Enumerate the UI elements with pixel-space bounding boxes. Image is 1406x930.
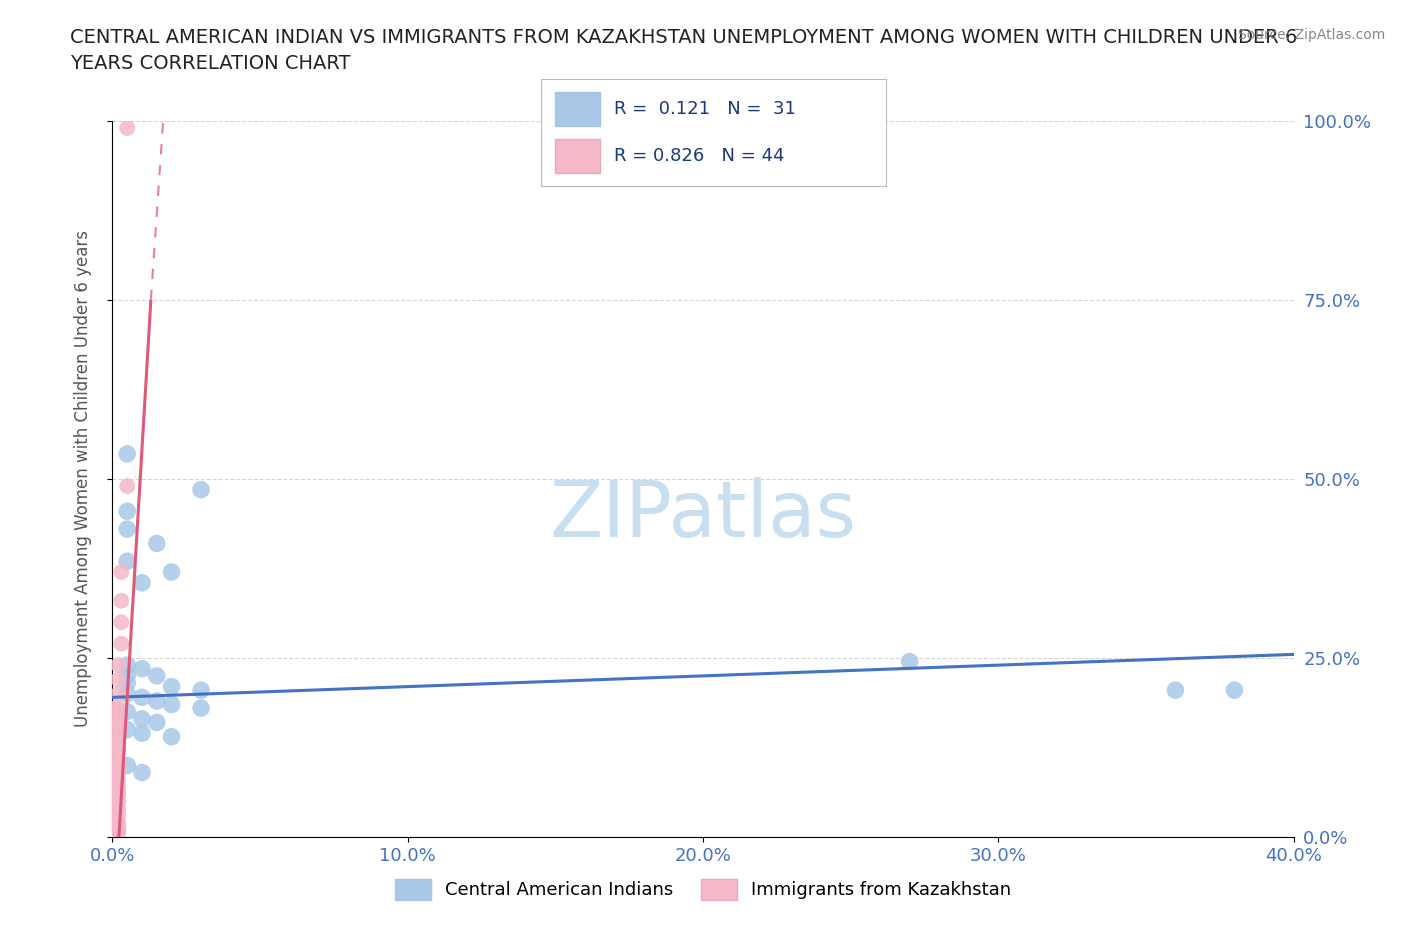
Point [117,675,138,690]
Point [104,722,127,737]
Point [117,669,138,684]
Point [110,593,132,608]
Point [104,826,127,841]
Point [160,729,183,744]
Point [117,522,138,537]
Y-axis label: Unemployment Among Women with Children Under 6 years: Unemployment Among Women with Children U… [73,231,91,727]
FancyBboxPatch shape [555,92,600,126]
Point [104,772,127,787]
Point [104,715,127,730]
Point [104,801,127,816]
Point [104,822,127,837]
Point [107,758,129,773]
Point [107,822,129,837]
Point [146,669,169,684]
Point [117,686,138,701]
Point [107,779,129,794]
Point [160,679,183,694]
Point [131,711,153,726]
Point [146,715,169,730]
Point [117,504,138,519]
Point [160,698,183,712]
Point [107,765,129,780]
Point [107,672,129,687]
Point [117,479,138,494]
Point [117,446,138,461]
Point [107,801,129,816]
Point [104,765,127,780]
Point [131,690,153,705]
Point [131,725,153,740]
Point [131,661,153,676]
FancyBboxPatch shape [555,139,600,173]
Point [107,700,129,715]
Text: R = 0.826   N = 44: R = 0.826 N = 44 [613,147,785,165]
Point [107,686,129,701]
Point [146,536,169,551]
Point [104,779,127,794]
Point [160,565,183,579]
Point [104,700,127,715]
Point [107,808,129,823]
Point [104,737,127,751]
Point [104,751,127,765]
Point [117,121,138,136]
Point [1164,683,1187,698]
Point [104,787,127,802]
Point [131,576,153,591]
Point [190,483,212,498]
Point [104,794,127,809]
Point [107,729,129,744]
Point [190,683,212,698]
Point [107,816,129,830]
Point [117,704,138,719]
Point [131,765,153,780]
Point [104,816,127,830]
Point [117,758,138,773]
Point [898,654,921,669]
Point [1223,683,1246,698]
Text: Source: ZipAtlas.com: Source: ZipAtlas.com [1237,28,1385,42]
Point [107,794,129,809]
Point [107,818,129,833]
Text: CENTRAL AMERICAN INDIAN VS IMMIGRANTS FROM KAZAKHSTAN UNEMPLOYMENT AMONG WOMEN W: CENTRAL AMERICAN INDIAN VS IMMIGRANTS FR… [70,28,1298,73]
Point [117,658,138,672]
Point [107,772,129,787]
Point [107,658,129,672]
Point [107,715,129,730]
Point [104,744,127,759]
Point [107,744,129,759]
Point [104,758,127,773]
Legend: Central American Indians, Immigrants from Kazakhstan: Central American Indians, Immigrants fro… [388,871,1018,907]
Point [104,708,127,723]
Point [117,722,138,737]
Text: R =  0.121   N =  31: R = 0.121 N = 31 [613,100,796,118]
Point [107,826,129,841]
Point [146,694,169,709]
Point [104,808,127,823]
Point [107,787,129,802]
Point [110,615,132,630]
Point [117,554,138,569]
Point [190,700,212,715]
Point [104,729,127,744]
Text: ZIPatlas: ZIPatlas [550,477,856,552]
Point [110,636,132,651]
Point [110,565,132,579]
